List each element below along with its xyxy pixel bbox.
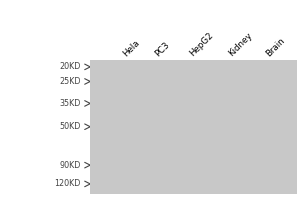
Text: 90KD: 90KD: [60, 161, 81, 170]
Text: Brain: Brain: [264, 36, 286, 58]
Ellipse shape: [250, 128, 278, 135]
Text: Hela: Hela: [122, 38, 142, 58]
Text: 20KD: 20KD: [60, 62, 81, 71]
Text: 120KD: 120KD: [55, 179, 81, 188]
Ellipse shape: [140, 128, 166, 136]
Ellipse shape: [174, 128, 201, 136]
Text: 50KD: 50KD: [60, 122, 81, 131]
Ellipse shape: [213, 128, 240, 135]
Ellipse shape: [106, 128, 136, 135]
Ellipse shape: [106, 136, 136, 145]
Text: PC3: PC3: [153, 40, 171, 58]
Text: Kidney: Kidney: [226, 31, 254, 58]
Ellipse shape: [176, 137, 199, 144]
Text: 25KD: 25KD: [59, 77, 81, 86]
Ellipse shape: [140, 136, 166, 145]
Text: 35KD: 35KD: [60, 99, 81, 108]
Text: HepG2: HepG2: [188, 31, 215, 58]
